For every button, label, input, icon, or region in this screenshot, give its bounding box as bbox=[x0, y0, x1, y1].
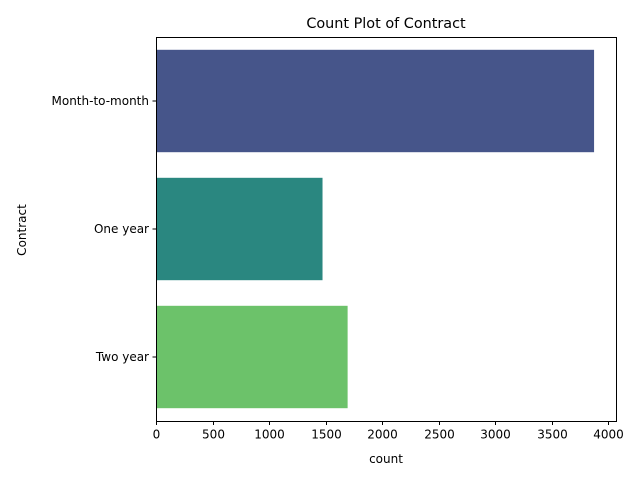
bar-month-to-month bbox=[156, 49, 595, 153]
x-tick-label: 1500 bbox=[311, 428, 342, 442]
x-tick-label: 0 bbox=[153, 428, 161, 442]
y-tick-label: Month-to-month bbox=[52, 94, 150, 108]
chart-title: Count Plot of Contract bbox=[306, 16, 466, 32]
bar-one-year bbox=[156, 177, 323, 281]
y-tick-label: One year bbox=[94, 222, 149, 236]
x-axis-ticks: 0 500 1000 1500 2000 2500 3000 3500 4000 bbox=[153, 421, 624, 442]
x-tick-label: 2000 bbox=[367, 428, 398, 442]
x-tick-label: 2500 bbox=[424, 428, 455, 442]
y-axis-label: Contract bbox=[15, 204, 29, 256]
x-tick-label: 1000 bbox=[254, 428, 285, 442]
x-tick-label: 4000 bbox=[593, 428, 624, 442]
y-tick-label: Two year bbox=[95, 350, 149, 364]
x-tick-label: 500 bbox=[202, 428, 225, 442]
y-axis-ticks: Month-to-month One year Two year bbox=[52, 94, 156, 364]
plot-frame bbox=[156, 37, 617, 422]
x-tick-label: 3000 bbox=[480, 428, 511, 442]
bar-two-year bbox=[156, 305, 348, 409]
bars-group bbox=[156, 49, 595, 409]
x-axis-label: count bbox=[369, 452, 403, 466]
x-tick-label: 3500 bbox=[537, 428, 568, 442]
